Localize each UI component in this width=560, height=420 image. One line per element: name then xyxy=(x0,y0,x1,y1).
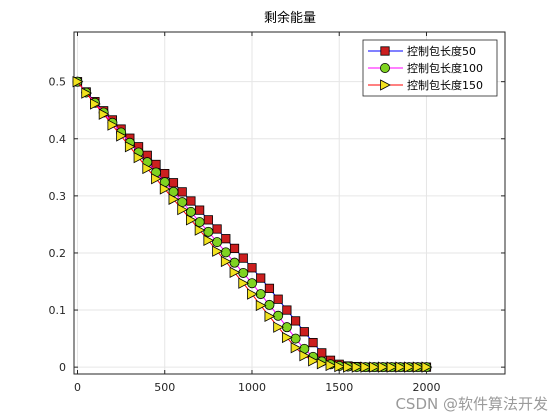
data-point xyxy=(281,331,293,344)
data-point xyxy=(238,253,248,263)
data-point xyxy=(221,234,231,244)
data-point xyxy=(133,151,145,164)
data-point xyxy=(220,247,231,258)
data-point xyxy=(369,361,380,373)
data-point xyxy=(334,360,346,373)
data-point xyxy=(256,273,266,283)
data-point xyxy=(124,141,136,153)
data-point xyxy=(151,173,162,185)
data-point xyxy=(212,224,222,234)
data-point xyxy=(238,277,250,289)
data-point xyxy=(325,359,337,372)
legend-label: 控制包长度150 xyxy=(407,78,483,92)
data-point xyxy=(177,187,187,197)
data-point xyxy=(404,361,415,373)
data-point xyxy=(220,255,232,268)
x-tick-label: 500 xyxy=(154,381,175,394)
data-point xyxy=(238,267,249,278)
data-point xyxy=(194,224,206,236)
legend-label: 控制包长度100 xyxy=(407,61,483,75)
legend-marker xyxy=(379,63,390,74)
data-point xyxy=(72,76,84,88)
data-point xyxy=(212,237,223,248)
data-point xyxy=(107,119,119,131)
data-point xyxy=(186,214,197,226)
data-point xyxy=(308,355,319,367)
data-point xyxy=(151,159,161,170)
x-tick-label: 1500 xyxy=(325,381,353,394)
y-tick-label: 0.2 xyxy=(49,247,67,260)
data-point xyxy=(290,342,302,354)
data-point xyxy=(317,348,327,358)
data-point xyxy=(168,178,179,188)
data-point xyxy=(229,243,240,253)
x-tick-label: 0 xyxy=(74,381,81,394)
data-point xyxy=(395,361,407,373)
data-point xyxy=(98,108,110,120)
data-point xyxy=(247,263,257,273)
data-point xyxy=(203,234,215,247)
data-point xyxy=(343,361,354,373)
legend: 控制包长度50 控制包长度100 控制包长度150 xyxy=(362,39,498,97)
legend-marker xyxy=(380,79,391,91)
plot-frame xyxy=(73,31,506,375)
data-point xyxy=(255,299,267,312)
data-point xyxy=(159,183,171,195)
data-point xyxy=(203,215,213,225)
y-tick-label: 0.5 xyxy=(49,76,67,89)
series-3 xyxy=(72,76,433,373)
data-point xyxy=(247,288,258,300)
data-point xyxy=(290,333,301,344)
watermark-text: CSDN @软件算法开发 xyxy=(395,395,548,413)
chart-title: 剩余能量 xyxy=(264,10,316,26)
data-point xyxy=(229,257,240,268)
data-point xyxy=(81,87,93,99)
data-point xyxy=(194,217,205,228)
data-point xyxy=(185,206,196,217)
legend-label: 控制包长度50 xyxy=(407,44,476,58)
data-point xyxy=(116,130,127,142)
y-tick-label: 0.1 xyxy=(49,304,67,317)
data-point xyxy=(273,321,285,333)
data-point xyxy=(264,299,275,310)
y-tick-label: 0 xyxy=(59,361,66,374)
data-point xyxy=(360,361,372,373)
data-point xyxy=(195,205,205,215)
data-point xyxy=(212,245,223,257)
x-tick-label: 2000 xyxy=(412,381,440,394)
legend-marker xyxy=(380,46,390,56)
data-point xyxy=(186,196,196,206)
data-point xyxy=(273,294,283,304)
y-tick-label: 0.3 xyxy=(49,190,67,203)
data-point xyxy=(273,310,284,321)
data-point xyxy=(316,358,328,370)
data-point xyxy=(386,361,398,373)
x-tick-label: 1000 xyxy=(238,381,266,394)
y-tick-label: 0.4 xyxy=(49,133,67,146)
data-point xyxy=(299,350,311,362)
data-point xyxy=(282,305,292,315)
data-point xyxy=(377,361,389,373)
data-point xyxy=(308,337,318,348)
data-point xyxy=(264,283,275,293)
data-point xyxy=(90,98,101,110)
data-point xyxy=(299,327,309,337)
data-point xyxy=(421,361,433,373)
data-point xyxy=(412,361,424,373)
data-point xyxy=(168,193,180,205)
data-point xyxy=(177,203,189,216)
y-axis: 0 0.1 0.2 0.3 0.4 0.5 xyxy=(49,76,505,374)
data-point xyxy=(264,310,276,322)
data-point xyxy=(229,266,241,279)
series-layer xyxy=(72,76,433,373)
data-point xyxy=(160,168,170,179)
x-axis: 0 500 1000 1500 2000 xyxy=(74,32,440,394)
data-point xyxy=(351,361,363,373)
data-point xyxy=(142,162,154,175)
data-point xyxy=(203,226,214,237)
data-point xyxy=(291,316,301,326)
